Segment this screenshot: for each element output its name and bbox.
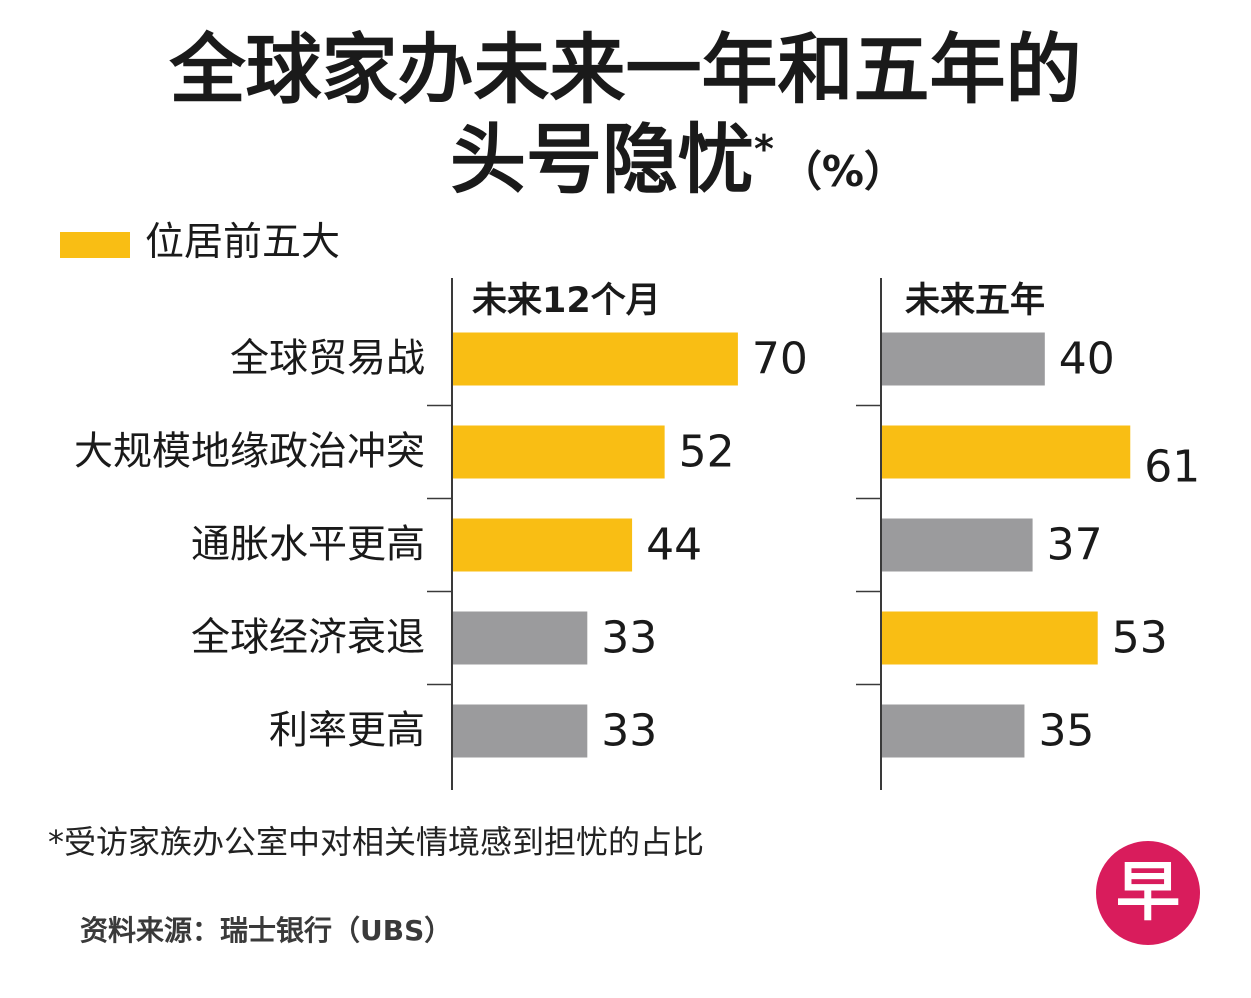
chart-title-main: 头号隐忧 <box>450 115 754 204</box>
value-label-1-2: 37 <box>1047 520 1103 571</box>
bar-0-0 <box>453 332 738 386</box>
title-unit: （%） <box>779 147 906 196</box>
bar-0-3 <box>453 611 588 665</box>
source-credit: 资料来源：瑞士银行（UBS） <box>80 914 453 947</box>
panel-header-1: 未来五年 <box>905 281 1045 321</box>
value-label-0-3: 33 <box>601 613 657 664</box>
category-label-1: 大规模地缘政治冲突 <box>74 430 425 475</box>
value-label-0-1: 52 <box>679 427 735 478</box>
logo-glyph: 早 <box>1116 856 1180 930</box>
footnote: *受访家族办公室中对相关情境感到担忧的占比 <box>48 823 705 861</box>
category-label-0: 全球贸易战 <box>230 337 425 382</box>
bar-1-4 <box>882 704 1025 758</box>
bar-1-2 <box>882 518 1033 572</box>
title-asterisk: * <box>754 127 774 171</box>
value-label-0-0: 70 <box>752 334 808 385</box>
bar-1-0 <box>882 332 1045 386</box>
bar-1-3 <box>882 611 1098 665</box>
value-label-0-2: 44 <box>646 520 702 571</box>
value-label-1-1: 61 <box>1144 442 1200 493</box>
bar-0-1 <box>453 425 665 479</box>
category-label-3: 全球经济衰退 <box>191 616 425 661</box>
zaobao-logo: 早 <box>1096 841 1200 945</box>
bar-1-1 <box>882 425 1131 479</box>
value-label-1-3: 53 <box>1112 613 1168 664</box>
value-label-0-4: 33 <box>601 706 657 757</box>
bar-0-4 <box>453 704 588 758</box>
value-label-1-4: 35 <box>1038 706 1094 757</box>
panel-header-0: 未来12个月 <box>472 281 661 321</box>
chart-title-line1: 全球家办未来一年和五年的 <box>169 25 1082 114</box>
bar-0-2 <box>453 518 633 572</box>
category-label-2: 通胀水平更高 <box>191 523 425 568</box>
value-label-1-0: 40 <box>1059 334 1115 385</box>
chart-title-line2: 头号隐忧* （%） <box>450 122 906 210</box>
legend-swatch-top-five <box>60 232 130 258</box>
category-label-4: 利率更高 <box>269 709 425 754</box>
legend-label-top-five: 位居前五大 <box>145 220 341 265</box>
